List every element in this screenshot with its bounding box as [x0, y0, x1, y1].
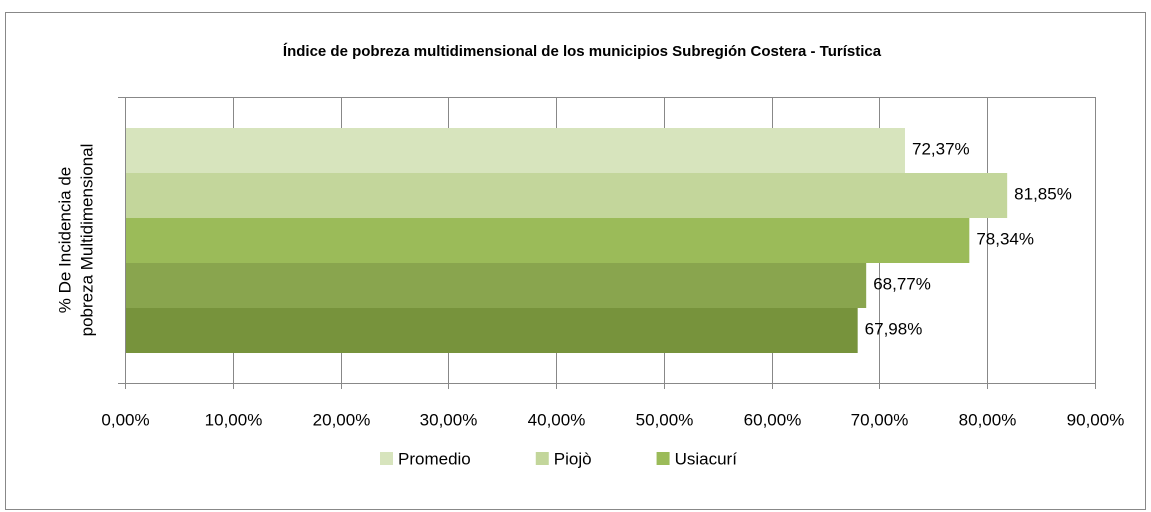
x-tick-label: 0,00%: [101, 410, 149, 429]
bar: [125, 218, 970, 263]
data-label: 78,34%: [976, 229, 1034, 248]
data-label: 72,37%: [912, 139, 970, 158]
bar: [125, 128, 905, 173]
x-tick-label: 80,00%: [959, 410, 1017, 429]
x-tick-label: 30,00%: [420, 410, 478, 429]
x-tick-label: 60,00%: [744, 410, 802, 429]
legend-swatch: [380, 452, 393, 465]
chart-title: Índice de pobreza multidimensional de lo…: [283, 43, 882, 60]
legend-label: Piojò: [554, 449, 592, 468]
x-tick-label: 20,00%: [313, 410, 371, 429]
bar: [125, 308, 858, 353]
legend-swatch: [656, 452, 670, 465]
y-axis-label: pobreza Multidimensional: [77, 144, 96, 337]
x-tick-label: 50,00%: [636, 410, 694, 429]
y-axis-label: % De Incidencia de: [55, 167, 74, 313]
x-tick-label: 70,00%: [851, 410, 909, 429]
bar: [125, 173, 1008, 218]
legend-swatch: [535, 452, 549, 465]
x-tick-label: 90,00%: [1067, 410, 1125, 429]
bar: [125, 263, 867, 308]
data-label: 81,85%: [1014, 184, 1072, 203]
x-tick-label: 40,00%: [528, 410, 586, 429]
legend-label: Usiacurí: [675, 449, 738, 468]
data-label: 67,98%: [865, 319, 923, 338]
data-label: 68,77%: [873, 274, 931, 293]
x-tick-label: 10,00%: [205, 410, 263, 429]
legend-label: Promedio: [398, 449, 471, 468]
